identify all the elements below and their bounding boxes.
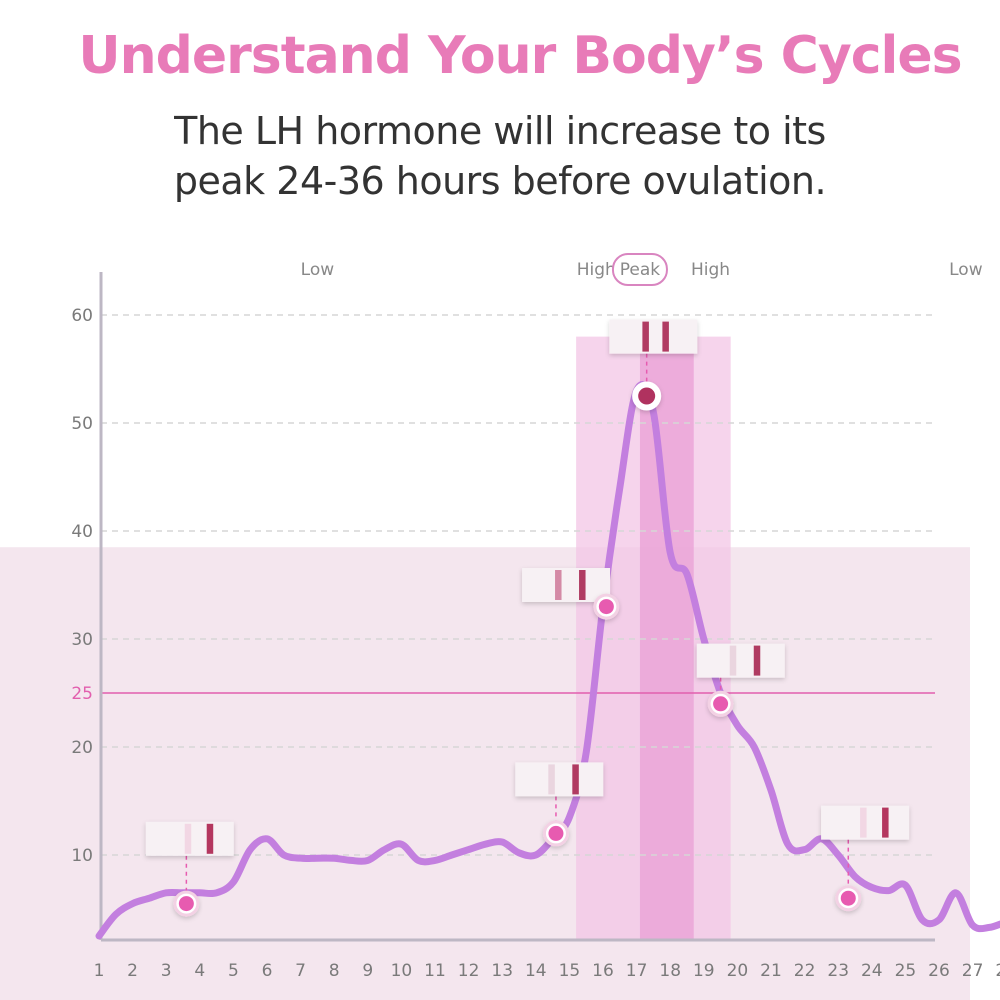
day-14-strip-body (515, 762, 604, 797)
zone-label-4: Low (949, 260, 983, 280)
x-tick-label-22: 22 (794, 961, 816, 981)
day-19-marker-dot (713, 696, 729, 712)
x-tick-label-16: 16 (592, 961, 614, 981)
day-19-strip-body (696, 643, 785, 678)
x-tick-label-21: 21 (760, 961, 782, 981)
y-tick-label-10: 10 (71, 846, 93, 866)
x-tick-label-25: 25 (895, 961, 917, 981)
day-23-strip-line-0 (860, 807, 867, 838)
day-19-test-strip (696, 643, 785, 678)
x-tick-label-28: 28 (995, 961, 1000, 981)
zone-label-0: Low (301, 260, 335, 280)
day-16-test-strip (522, 568, 611, 602)
day-16-strip-body (522, 568, 611, 602)
x-tick-label-24: 24 (861, 961, 883, 981)
zone-label-3: High (691, 260, 730, 280)
day-14-strip-line-1 (572, 764, 579, 795)
day-17-strip-body (609, 319, 698, 354)
x-tick-label-1: 1 (94, 961, 105, 981)
day-17-strip-line-0 (642, 321, 649, 352)
x-tick-label-8: 8 (329, 961, 340, 981)
day-23-strip-line-1 (882, 807, 889, 838)
day-3-test-strip (145, 821, 234, 856)
low-level-region (0, 547, 970, 1000)
x-tick-label-27: 27 (962, 961, 984, 981)
subtitle-line-1: The LH hormone will increase to its (174, 109, 826, 153)
x-tick-label-18: 18 (659, 961, 681, 981)
x-tick-label-26: 26 (928, 961, 950, 981)
x-tick-label-6: 6 (262, 961, 273, 981)
day-14-strip-line-0 (548, 764, 555, 795)
zone-label-2: Peak (620, 260, 661, 280)
day-23-marker-dot (840, 890, 856, 906)
x-tick-label-12: 12 (458, 961, 480, 981)
day-17-marker-dot (638, 387, 656, 405)
threshold-label: 25 (71, 684, 93, 704)
day-16-marker-dot (598, 599, 614, 615)
x-tick-label-23: 23 (827, 961, 849, 981)
x-tick-label-3: 3 (161, 961, 172, 981)
zone-label-1: High (577, 260, 616, 280)
day-17-strip-line-1 (662, 321, 669, 352)
y-tick-label-20: 20 (71, 738, 93, 758)
x-tick-label-11: 11 (424, 961, 446, 981)
day-16-strip-line-1 (579, 570, 586, 600)
y-tick-label-50: 50 (71, 414, 93, 434)
x-tick-label-15: 15 (559, 961, 581, 981)
x-tick-label-14: 14 (525, 961, 547, 981)
day-16-strip-line-0 (555, 570, 562, 600)
x-tick-label-4: 4 (194, 961, 205, 981)
x-tick-label-17: 17 (626, 961, 648, 981)
subtitle-line-2: peak 24-36 hours before ovulation. (173, 159, 827, 203)
peak-pill (611, 253, 668, 286)
x-tick-label-5: 5 (228, 961, 239, 981)
day-14-marker-dot (548, 825, 564, 841)
x-tick-label-2: 2 (127, 961, 138, 981)
day-17-test-strip (609, 319, 698, 354)
y-tick-label-40: 40 (71, 522, 93, 542)
day-19-strip-line-1 (753, 645, 761, 676)
x-tick-label-9: 9 (362, 961, 373, 981)
x-tick-label-7: 7 (295, 961, 306, 981)
x-tick-label-19: 19 (693, 961, 715, 981)
day-3-strip-line-1 (206, 823, 214, 854)
x-tick-label-13: 13 (491, 961, 513, 981)
x-tick-label-20: 20 (727, 961, 749, 981)
y-tick-label-30: 30 (71, 630, 93, 650)
day-14-test-strip (515, 762, 604, 797)
day-3-marker-dot (178, 896, 194, 912)
headline: Understand Your Body’s Cycles (78, 26, 962, 86)
day-19-strip-line-0 (729, 645, 737, 676)
day-23-test-strip (821, 805, 910, 840)
y-tick-label-60: 60 (71, 306, 93, 326)
day-3-strip-line-0 (184, 823, 192, 854)
x-tick-label-10: 10 (391, 961, 413, 981)
